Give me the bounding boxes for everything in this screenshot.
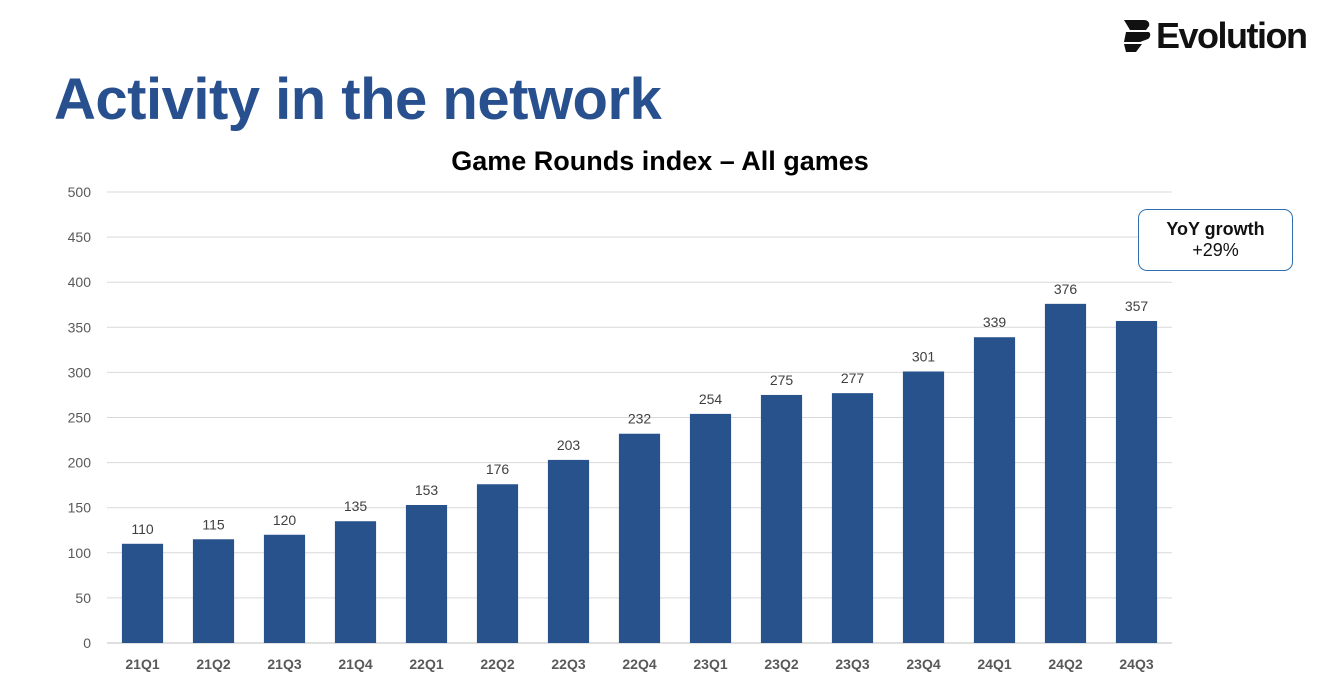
- data-label-23Q1: 254: [699, 391, 723, 407]
- x-tick-label-22Q2: 22Q2: [480, 656, 514, 672]
- y-tick-label: 150: [68, 500, 92, 516]
- bar-21Q1: [121, 543, 164, 643]
- y-tick-label: 0: [83, 635, 91, 651]
- y-tick-label: 450: [68, 229, 92, 245]
- bar-23Q2: [760, 394, 803, 643]
- x-axis-ticks: 21Q1 21Q2 21Q3 21Q4 22Q1 22Q2 22Q3 22Q4 23Q1 23Q2…: [125, 656, 1153, 672]
- x-tick-label-23Q1: 23Q1: [693, 656, 727, 672]
- x-tick-label-24Q2: 24Q2: [1048, 656, 1082, 672]
- bar-24Q2: [1044, 303, 1087, 643]
- y-tick-label: 250: [68, 410, 92, 426]
- x-tick-label-22Q1: 22Q1: [409, 656, 443, 672]
- data-label-22Q3: 203: [557, 437, 581, 453]
- evolution-mark-icon: [1124, 20, 1151, 52]
- callout-value: +29%: [1192, 240, 1239, 260]
- y-tick-label: 50: [75, 590, 91, 606]
- y-tick-label: 300: [68, 364, 92, 380]
- x-tick-label-23Q3: 23Q3: [835, 656, 869, 672]
- y-tick-label: 400: [68, 274, 92, 290]
- x-tick-label-23Q2: 23Q2: [764, 656, 798, 672]
- callout-label: YoY growth: [1166, 219, 1265, 240]
- data-label-21Q2: 115: [202, 516, 225, 532]
- bar-22Q1: [405, 504, 448, 643]
- x-tick-label-21Q3: 21Q3: [267, 656, 301, 672]
- page-title: Activity in the network: [54, 67, 662, 132]
- evolution-logo: Evolution: [1122, 14, 1312, 58]
- data-label-22Q4: 232: [628, 411, 652, 427]
- bar-23Q4: [902, 371, 945, 643]
- bar-24Q3: [1115, 320, 1158, 643]
- yoy-growth-callout: YoY growth +29%: [1138, 209, 1293, 271]
- data-label-22Q2: 176: [486, 461, 510, 477]
- chart-title: Game Rounds index – All games: [451, 146, 869, 176]
- bar-21Q2: [192, 539, 235, 643]
- bar-22Q4: [618, 433, 661, 643]
- data-label-23Q2: 275: [770, 372, 794, 388]
- bar-22Q3: [547, 459, 590, 643]
- x-tick-label-23Q4: 23Q4: [906, 656, 940, 672]
- bar-23Q3: [831, 393, 874, 643]
- y-tick-label: 500: [68, 184, 92, 200]
- data-label-21Q4: 135: [344, 498, 368, 514]
- x-tick-label-21Q2: 21Q2: [196, 656, 230, 672]
- y-tick-label: 350: [68, 319, 92, 335]
- y-axis-ticks: 0 50 100 150 200 250 300 350 400 450 500: [68, 184, 92, 651]
- y-tick-label: 100: [68, 545, 92, 561]
- data-label-23Q4: 301: [912, 348, 936, 364]
- data-label-24Q1: 339: [983, 314, 1007, 330]
- y-tick-label: 200: [68, 455, 92, 471]
- bar-24Q1: [973, 337, 1016, 643]
- data-label-23Q3: 277: [841, 370, 865, 386]
- x-tick-label-21Q1: 21Q1: [125, 656, 159, 672]
- x-tick-label-21Q4: 21Q4: [338, 656, 372, 672]
- x-tick-label-24Q1: 24Q1: [977, 656, 1011, 672]
- x-tick-label-24Q3: 24Q3: [1119, 656, 1153, 672]
- data-label-21Q1: 110: [131, 521, 154, 537]
- bar-23Q1: [689, 413, 732, 643]
- bar-22Q2: [476, 484, 519, 643]
- bar-21Q4: [334, 521, 377, 643]
- data-label-21Q3: 120: [273, 512, 297, 528]
- x-tick-label-22Q3: 22Q3: [551, 656, 585, 672]
- bars: [121, 303, 1158, 643]
- data-label-22Q1: 153: [415, 482, 439, 498]
- data-labels: 110 115 120 135 153 176 203 232 254 275 277 301 339 3…: [131, 281, 1148, 537]
- data-label-24Q2: 376: [1054, 281, 1078, 297]
- bar-21Q3: [263, 534, 306, 643]
- x-tick-label-22Q4: 22Q4: [622, 656, 656, 672]
- logo-text: Evolution: [1156, 15, 1308, 56]
- data-label-24Q3: 357: [1125, 298, 1149, 314]
